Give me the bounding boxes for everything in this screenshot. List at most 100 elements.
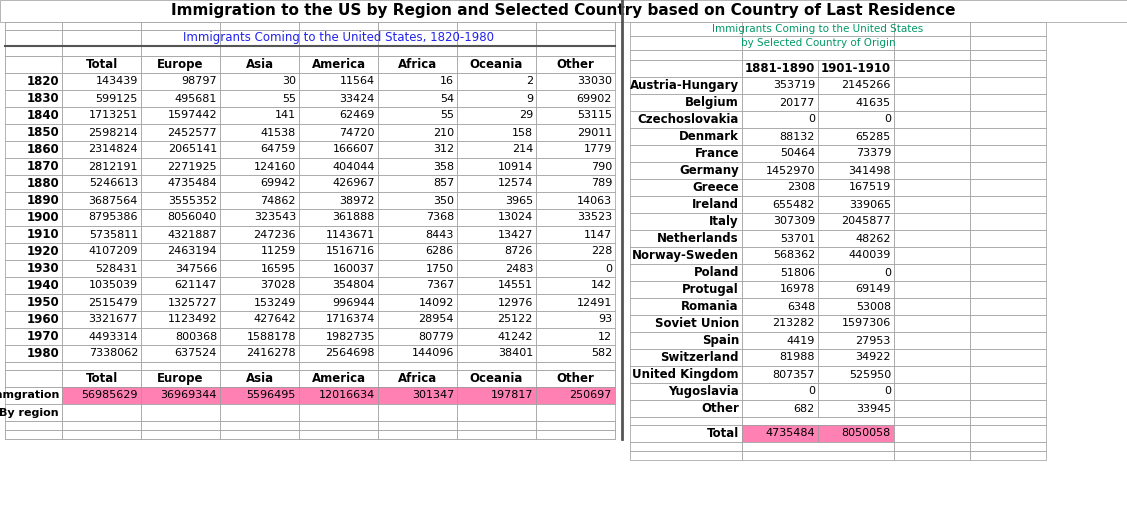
Bar xyxy=(220,421,299,430)
Bar xyxy=(458,243,536,260)
Bar xyxy=(299,175,378,192)
Bar xyxy=(62,294,141,311)
Bar xyxy=(818,162,894,179)
Bar xyxy=(299,387,378,404)
Bar xyxy=(536,294,615,311)
Bar xyxy=(141,387,220,404)
Text: 0: 0 xyxy=(884,115,891,125)
Bar xyxy=(742,281,818,298)
Bar xyxy=(970,36,1046,50)
Bar xyxy=(970,179,1046,196)
Bar xyxy=(742,425,818,442)
Text: Other: Other xyxy=(701,402,739,415)
Bar xyxy=(536,124,615,141)
Text: 301347: 301347 xyxy=(411,391,454,401)
Bar xyxy=(62,46,141,56)
Bar xyxy=(299,73,378,90)
Text: Netherlands: Netherlands xyxy=(657,232,739,245)
Bar xyxy=(536,370,615,387)
Bar xyxy=(458,141,536,158)
Text: 8050058: 8050058 xyxy=(842,428,891,439)
Bar xyxy=(742,36,894,50)
Text: 807357: 807357 xyxy=(773,369,815,379)
Text: 2564698: 2564698 xyxy=(326,349,375,358)
Bar xyxy=(62,345,141,362)
Bar xyxy=(742,315,818,332)
Bar xyxy=(458,30,536,46)
Bar xyxy=(5,430,615,439)
Text: 2145266: 2145266 xyxy=(842,81,891,91)
Bar xyxy=(536,421,615,430)
Bar xyxy=(630,111,742,128)
Bar xyxy=(742,332,818,349)
Bar xyxy=(894,145,970,162)
Text: Asia: Asia xyxy=(246,372,274,385)
Bar xyxy=(378,192,458,209)
Bar xyxy=(536,192,615,209)
Text: 8443: 8443 xyxy=(426,229,454,240)
Bar xyxy=(818,315,894,332)
Bar xyxy=(536,243,615,260)
Bar xyxy=(141,243,220,260)
Bar xyxy=(630,451,742,460)
Text: America: America xyxy=(311,372,365,385)
Bar xyxy=(458,370,536,387)
Text: 7367: 7367 xyxy=(426,280,454,291)
Text: Total: Total xyxy=(86,58,117,71)
Bar xyxy=(378,107,458,124)
Bar xyxy=(62,311,141,328)
Bar xyxy=(536,260,615,277)
Bar xyxy=(5,243,62,260)
Bar xyxy=(299,124,378,141)
Bar xyxy=(742,77,818,94)
Bar xyxy=(141,294,220,311)
Text: 4321887: 4321887 xyxy=(168,229,218,240)
Text: 13427: 13427 xyxy=(498,229,533,240)
Text: Total: Total xyxy=(707,427,739,440)
Text: 73379: 73379 xyxy=(855,148,891,158)
Bar xyxy=(818,281,894,298)
Text: 3965: 3965 xyxy=(505,195,533,205)
Text: Total: Total xyxy=(86,372,117,385)
Bar xyxy=(62,56,141,73)
Text: 655482: 655482 xyxy=(773,200,815,209)
Bar xyxy=(5,345,62,362)
Text: 2314824: 2314824 xyxy=(88,144,137,155)
Text: 33523: 33523 xyxy=(577,213,612,222)
Bar xyxy=(630,366,742,383)
Bar xyxy=(141,175,220,192)
Text: 0: 0 xyxy=(808,387,815,396)
Bar xyxy=(141,362,220,370)
Text: 2598214: 2598214 xyxy=(88,128,137,138)
Bar xyxy=(630,196,742,213)
Bar xyxy=(742,349,818,366)
Bar xyxy=(299,311,378,328)
Bar xyxy=(630,425,742,442)
Bar xyxy=(536,22,615,30)
Text: 12016634: 12016634 xyxy=(319,391,375,401)
Text: 5596495: 5596495 xyxy=(247,391,296,401)
Bar xyxy=(536,175,615,192)
Bar xyxy=(220,90,299,107)
Bar xyxy=(894,179,970,196)
Bar xyxy=(299,328,378,345)
Bar xyxy=(299,226,378,243)
Text: 1850: 1850 xyxy=(26,126,59,139)
Text: 525950: 525950 xyxy=(849,369,891,379)
Bar xyxy=(141,311,220,328)
Bar xyxy=(818,383,894,400)
Text: 0: 0 xyxy=(884,387,891,396)
Bar xyxy=(220,30,299,46)
Bar xyxy=(220,294,299,311)
Bar xyxy=(5,30,62,46)
Bar xyxy=(970,349,1046,366)
Text: Belgium: Belgium xyxy=(685,96,739,109)
Text: 1830: 1830 xyxy=(26,92,59,105)
Text: Africa: Africa xyxy=(398,58,437,71)
Bar xyxy=(378,46,458,56)
Bar xyxy=(894,22,970,36)
Text: 13024: 13024 xyxy=(498,213,533,222)
Text: 7368: 7368 xyxy=(426,213,454,222)
Bar xyxy=(220,277,299,294)
Text: 1716374: 1716374 xyxy=(326,315,375,325)
